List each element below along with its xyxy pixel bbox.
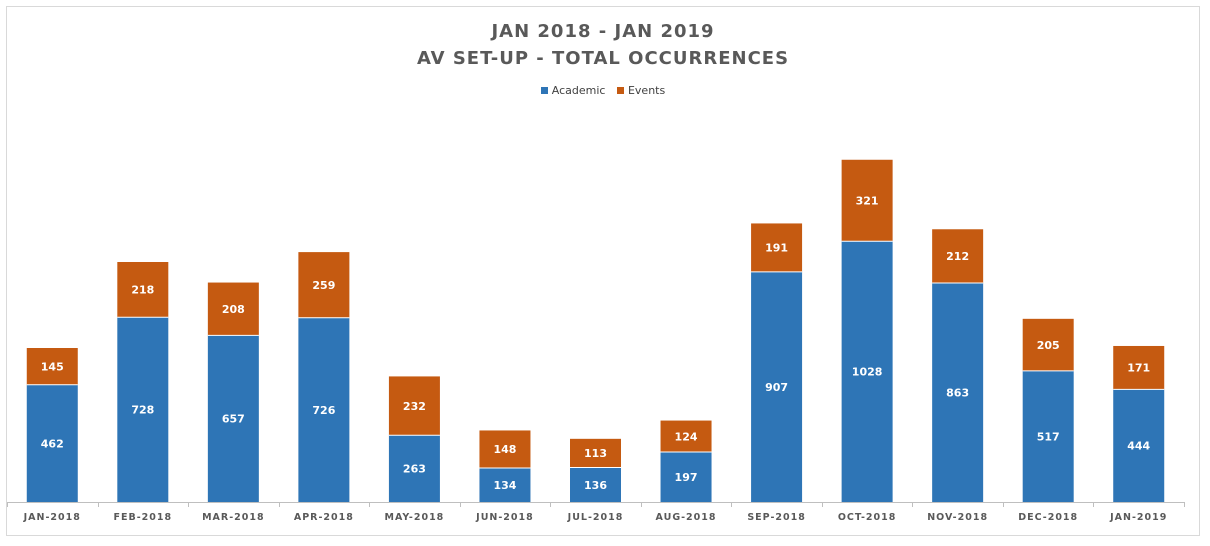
- data-label-events-nov-2018: 212: [946, 250, 969, 263]
- data-label-events-jul-2018: 113: [584, 447, 607, 460]
- data-label-events-apr-2018: 259: [312, 279, 335, 292]
- x-tick-label-mar-2018: MAR-2018: [202, 512, 265, 523]
- data-label-events-jan-2018: 145: [41, 360, 64, 373]
- chart-title: JAN 2018 - JAN 2019: [491, 21, 715, 42]
- legend-swatch-academic: [540, 87, 548, 94]
- data-label-academic-apr-2018: 726: [312, 404, 335, 417]
- bar-academic-aug-2018: [660, 452, 712, 502]
- bar-events-oct-2018: [841, 159, 893, 242]
- bar-academic-jan-2018: [26, 384, 78, 502]
- legend-label-events: Events: [627, 84, 666, 97]
- x-tick-label-jul-2018: JUL-2018: [567, 512, 624, 523]
- bar-academic-sep-2018: [751, 271, 803, 502]
- data-label-academic-jul-2018: 136: [584, 479, 607, 492]
- data-label-events-jun-2018: 148: [493, 443, 516, 456]
- legend-entry-academic[interactable]: Academic: [540, 84, 606, 97]
- data-label-events-mar-2018: 208: [222, 303, 245, 316]
- data-label-events-dec-2018: 205: [1037, 339, 1060, 352]
- data-label-events-aug-2018: 124: [675, 430, 698, 443]
- chart-subtitle: AV SET-UP - TOTAL OCCURRENCES: [416, 48, 790, 69]
- bar-academic-may-2018: [388, 435, 440, 502]
- x-tick-label-may-2018: MAY-2018: [385, 512, 445, 523]
- bar-events-feb-2018: [117, 262, 169, 318]
- x-tick-label-feb-2018: FEB-2018: [114, 512, 173, 523]
- data-label-academic-may-2018: 263: [403, 463, 426, 476]
- data-label-academic-jan-2018: 462: [41, 437, 64, 450]
- data-label-academic-jan-2019: 444: [1127, 440, 1150, 453]
- x-tick-label-aug-2018: AUG-2018: [656, 512, 717, 523]
- x-tick-label-oct-2018: OCT-2018: [838, 512, 897, 523]
- data-label-academic-sep-2018: 907: [765, 381, 788, 394]
- data-label-academic-jun-2018: 134: [493, 479, 516, 492]
- x-tick-label-jan-2018: JAN-2018: [23, 512, 81, 523]
- bar-academic-jan-2019: [1113, 389, 1165, 502]
- data-label-academic-mar-2018: 657: [222, 413, 245, 426]
- bar-academic-jul-2018: [570, 467, 621, 502]
- data-label-events-feb-2018: 218: [131, 284, 154, 297]
- chart-frame: JAN 2018 - JAN 2019 AV SET-UP - TOTAL OC…: [6, 6, 1200, 536]
- bar-events-sep-2018: [751, 223, 803, 272]
- data-label-academic-nov-2018: 863: [946, 387, 969, 400]
- bar-events-dec-2018: [1022, 318, 1074, 371]
- data-label-academic-dec-2018: 517: [1037, 430, 1060, 443]
- legend-swatch-events: [616, 87, 624, 94]
- data-label-events-oct-2018: 321: [856, 194, 879, 207]
- data-label-events-jan-2019: 171: [1127, 362, 1150, 375]
- x-tick-label-apr-2018: APR-2018: [294, 512, 354, 523]
- x-tick-label-jun-2018: JUN-2018: [475, 512, 534, 523]
- bar-academic-apr-2018: [298, 317, 350, 502]
- legend-entry-events[interactable]: Events: [616, 84, 666, 97]
- data-label-events-sep-2018: 191: [765, 242, 788, 255]
- chart-plot: 462 145 JAN-2018 728 218 FEB-2018 657 208 MAR-20…: [7, 159, 1185, 523]
- bar-academic-dec-2018: [1022, 370, 1074, 502]
- x-tick-label-dec-2018: DEC-2018: [1018, 512, 1078, 523]
- x-tick-label-jan-2019: JAN-2019: [1109, 512, 1167, 523]
- bar-academic-feb-2018: [117, 317, 169, 502]
- bar-events-jan-2018: [26, 348, 78, 385]
- legend-label-academic: Academic: [551, 84, 606, 97]
- x-tick-label-sep-2018: SEP-2018: [747, 512, 806, 523]
- data-label-events-may-2018: 232: [403, 400, 426, 413]
- bar-events-jul-2018: [570, 438, 621, 468]
- bar-events-nov-2018: [932, 229, 984, 284]
- x-tick-label-nov-2018: NOV-2018: [927, 512, 988, 523]
- bar-academic-nov-2018: [932, 283, 984, 502]
- bar-academic-jun-2018: [479, 468, 531, 502]
- data-label-academic-oct-2018: 1028: [852, 366, 883, 379]
- bar-events-jan-2019: [1113, 345, 1165, 390]
- chart-legend: Academic Events: [7, 84, 1199, 97]
- bar-academic-mar-2018: [207, 335, 259, 502]
- data-label-academic-aug-2018: 197: [675, 471, 698, 484]
- data-label-academic-feb-2018: 728: [131, 404, 154, 417]
- bar-events-jun-2018: [479, 430, 531, 469]
- bar-events-apr-2018: [298, 252, 350, 318]
- bar-events-may-2018: [388, 376, 440, 436]
- bar-academic-oct-2018: [841, 241, 893, 502]
- bar-events-aug-2018: [660, 420, 712, 453]
- bar-events-mar-2018: [207, 282, 259, 336]
